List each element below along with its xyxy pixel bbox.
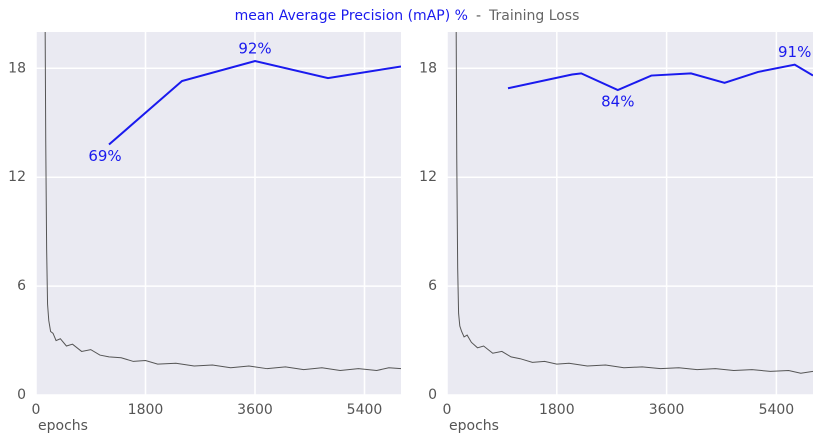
x-tick-label: 3600	[649, 402, 685, 418]
series-line	[44, 32, 401, 372]
legend-title: mean Average Precision (mAP) % - Training …	[235, 8, 580, 24]
data-label: 69%	[88, 147, 121, 165]
legend-label: Training Loss	[488, 8, 579, 24]
y-tick-label: 12	[419, 169, 437, 185]
y-tick-label: 12	[8, 169, 26, 185]
legend-separator: -	[476, 8, 481, 24]
x-tick-label: 5400	[347, 402, 383, 418]
x-tick-label: 5400	[759, 402, 795, 418]
x-axis-label: epochs	[449, 418, 499, 434]
y-tick-label: 6	[428, 278, 437, 294]
x-tick-label: 0	[32, 402, 41, 418]
series-line	[507, 63, 813, 92]
x-axis-label: epochs	[38, 418, 88, 434]
series-line	[108, 60, 401, 146]
series-line	[455, 32, 813, 374]
data-label: 92%	[238, 40, 271, 58]
legend-label: mean Average Precision (mAP) %	[235, 8, 468, 24]
x-tick-label: 1800	[539, 402, 575, 418]
x-tick-label: 3600	[237, 402, 273, 418]
y-tick-label: 18	[419, 60, 437, 76]
data-label: 84%	[601, 93, 634, 111]
data-label: 91%	[778, 43, 811, 61]
y-tick-label: 0	[17, 387, 26, 403]
x-tick-label: 0	[443, 402, 452, 418]
plot-background	[36, 32, 401, 395]
y-tick-label: 6	[17, 278, 26, 294]
y-tick-label: 0	[428, 387, 437, 403]
x-tick-label: 1800	[128, 402, 164, 418]
y-tick-label: 18	[8, 60, 26, 76]
plot-background	[447, 32, 813, 395]
